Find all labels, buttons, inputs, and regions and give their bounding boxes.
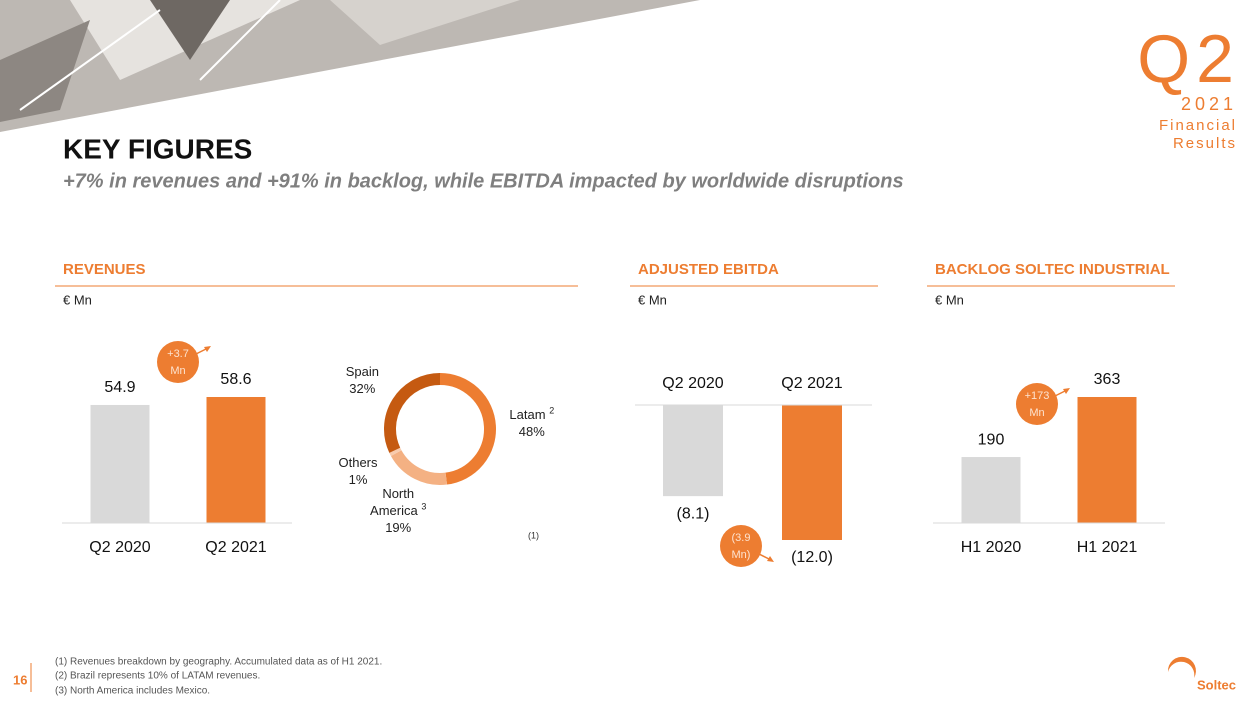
annotation-arrowhead xyxy=(767,556,774,562)
footnote: (1) Revenues breakdown by geography. Acc… xyxy=(55,657,382,668)
bar xyxy=(663,405,723,497)
annotation-text: (3.9 xyxy=(732,532,751,544)
category-label: Q2 2021 xyxy=(205,539,266,556)
annotation-arrow xyxy=(1050,389,1068,399)
badge-line: Financial xyxy=(1159,117,1237,134)
value-label: 363 xyxy=(1094,371,1121,388)
section-title: BACKLOG SOLTEC INDUSTRIAL xyxy=(935,261,1170,278)
annotation-text: Mn) xyxy=(732,549,751,561)
donut-segment xyxy=(390,449,448,485)
donut-segment xyxy=(384,373,441,453)
segment-label: Others 1% xyxy=(318,454,398,488)
segment-value: 1% xyxy=(348,471,368,487)
annotation-badge xyxy=(720,525,762,567)
segment-name: Spain xyxy=(345,363,379,379)
value-label: 58.6 xyxy=(220,371,251,388)
unit-label: € Mn xyxy=(63,292,92,307)
subtitle: +7% in revenues and +91% in backlog, whi… xyxy=(63,170,904,192)
annotation-text: Mn xyxy=(1029,407,1044,419)
badge-quarter: Q2 xyxy=(1137,21,1240,97)
segment-name: North America xyxy=(370,486,418,519)
category-label: H1 2021 xyxy=(1077,539,1138,556)
segment-name: Others xyxy=(338,454,378,470)
segment-label: Spain 32% xyxy=(322,363,402,397)
segment-note: 2 xyxy=(549,405,555,416)
bar xyxy=(782,405,842,540)
segment-value: 48% xyxy=(518,424,545,440)
badge-line: Results xyxy=(1173,135,1237,152)
annotation-arrowhead xyxy=(1063,388,1070,394)
donut-segment xyxy=(439,373,496,485)
annotation-badge xyxy=(1016,383,1058,425)
category-label: Q2 2020 xyxy=(662,375,723,392)
header-photo xyxy=(0,0,700,132)
logo: Soltec xyxy=(1167,656,1236,692)
footnote: (2) Brazil represents 10% of LATAM reven… xyxy=(55,671,260,682)
footnote: (3) North America includes Mexico. xyxy=(55,686,210,697)
bar xyxy=(206,397,266,523)
category-label: H1 2020 xyxy=(961,539,1022,556)
segment-label: Latam 2 48% xyxy=(492,406,572,440)
annotation-arrowhead xyxy=(204,346,211,352)
value-label: (8.1) xyxy=(677,505,710,522)
donut-segment xyxy=(389,447,402,456)
value-label: 54.9 xyxy=(104,379,135,396)
value-label: 190 xyxy=(978,431,1005,448)
bar xyxy=(1077,397,1137,523)
unit-label: € Mn xyxy=(935,292,964,307)
annotation-text: +3.7 xyxy=(167,348,189,360)
brand: Soltec xyxy=(1197,677,1236,692)
annotation-arrow xyxy=(754,551,772,561)
segment-name: Latam xyxy=(509,407,546,423)
annotation-text: Mn xyxy=(170,365,185,377)
chart-note: (1) xyxy=(528,530,539,540)
page-number: 16 xyxy=(13,672,27,687)
annotation-arrow xyxy=(191,347,209,357)
category-label: Q2 2020 xyxy=(89,539,150,556)
section-title: REVENUES xyxy=(63,261,146,278)
segment-label: North America 3 19% xyxy=(358,485,438,536)
bar xyxy=(961,457,1021,523)
section-title: ADJUSTED EBITDA xyxy=(638,261,779,278)
annotation-badge xyxy=(157,341,199,383)
badge-year: 2021 xyxy=(1181,94,1237,114)
value-label: (12.0) xyxy=(791,549,833,566)
segment-note: 3 xyxy=(421,502,427,513)
annotation-text: +173 xyxy=(1025,390,1050,402)
segment-value: 32% xyxy=(349,380,376,396)
unit-label: € Mn xyxy=(638,292,667,307)
segment-value: 19% xyxy=(385,520,412,536)
bar xyxy=(90,404,150,523)
badge: Q2 2021 Financial Results xyxy=(1137,21,1240,152)
category-label: Q2 2021 xyxy=(781,375,842,392)
title: KEY FIGURES xyxy=(63,133,252,164)
